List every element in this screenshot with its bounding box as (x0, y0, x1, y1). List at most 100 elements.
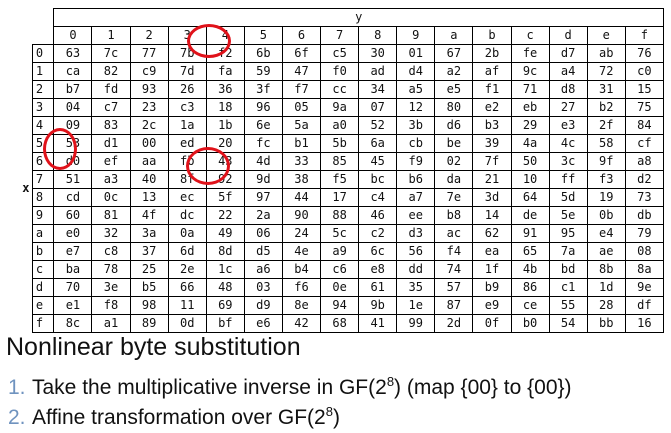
row-header: d (31, 278, 55, 297)
table-cell: 51 (53, 170, 93, 189)
table-cell: c8 (91, 242, 131, 261)
table-cell: 1b (205, 116, 245, 135)
table-cell: 6b (243, 44, 283, 63)
table-cell: 4c (548, 134, 588, 153)
table-cell: d2 (624, 170, 665, 189)
table-cell: be (434, 134, 474, 153)
table-cell: 67 (434, 44, 474, 63)
table-cell: 21 (472, 170, 512, 189)
table-cell: 0c (91, 188, 131, 207)
table-cell: e0 (53, 224, 93, 243)
table-cell: 14 (472, 206, 512, 225)
table-cell: 34 (358, 80, 398, 99)
table-cell: 1f (472, 260, 512, 279)
table-cell: 7e (434, 188, 474, 207)
table-cell: 97 (243, 188, 283, 207)
column-header: d (548, 26, 588, 45)
step-superscript: 8 (386, 374, 395, 389)
table-cell: 18 (205, 98, 245, 117)
table-cell: b6 (396, 170, 436, 189)
column-header: 8 (358, 26, 398, 45)
table-cell: 04 (53, 98, 93, 117)
table-cell: 35 (396, 278, 436, 297)
table-cell: ab (586, 44, 626, 63)
table-cell: ff (548, 170, 588, 189)
table-cell: ef (91, 152, 131, 171)
table-cell: fe (510, 44, 550, 63)
table-cell: d0 (53, 152, 93, 171)
table-cell: 05 (281, 98, 322, 117)
table-cell: 10 (510, 170, 550, 189)
table-cell: 03 (243, 278, 283, 297)
table-cell: 76 (624, 44, 665, 63)
table-cell: 7b (167, 44, 207, 63)
table-cell: a2 (434, 62, 474, 81)
table-cell: 3a (129, 224, 169, 243)
table-cell: 58 (586, 134, 626, 153)
table-cell: 7f (472, 152, 512, 171)
table-cell: 2f (586, 116, 626, 135)
table-cell: a5 (396, 80, 436, 99)
table-cell: b2 (586, 98, 626, 117)
table-cell: e6 (243, 314, 283, 333)
column-header: f (624, 26, 665, 45)
table-cell: a1 (91, 314, 131, 333)
table-cell: 2a (243, 206, 283, 225)
table-cell: 8b (586, 260, 626, 279)
table-cell: 77 (129, 44, 169, 63)
table-cell: e5 (434, 80, 474, 99)
table-cell: a7 (396, 188, 436, 207)
table-cell: 57 (434, 278, 474, 297)
table-corner (20, 27, 32, 45)
table-cell: 23 (129, 98, 169, 117)
column-header: 5 (243, 26, 283, 45)
table-cell: b8 (434, 206, 474, 225)
row-header: 3 (31, 98, 55, 117)
column-header: 7 (320, 26, 360, 45)
table-cell: 7a (548, 242, 588, 261)
table-cell: 24 (281, 224, 322, 243)
row-header: 7 (31, 170, 55, 189)
table-cell: 07 (358, 98, 398, 117)
table-cell: 4d (243, 152, 283, 171)
table-cell: 9c (510, 62, 550, 81)
column-header: b (472, 26, 512, 45)
step-item: 2. Affine transformation over GF(28) (8, 397, 572, 429)
table-cell: ca (53, 62, 93, 81)
table-cell: 54 (548, 314, 588, 333)
table-cell: bf (205, 314, 245, 333)
row-header: a (31, 224, 55, 243)
table-cell: 80 (434, 98, 474, 117)
column-header: 0 (53, 26, 93, 45)
table-cell: fc (243, 134, 283, 153)
table-cell: f0 (320, 62, 360, 81)
table-cell: 82 (91, 62, 131, 81)
sbox-table-container: y 0 1 2 3 4 5 6 7 8 9 a b c d e f x 0 63 7c 77 7b f2 6b 6f c5 30 01 6… (20, 8, 665, 333)
table-cell: ec (167, 188, 207, 207)
table-cell: 20 (205, 134, 245, 153)
table-cell: d8 (548, 80, 588, 99)
row-header: c (31, 260, 55, 279)
table-cell: 8f (167, 170, 207, 189)
table-cell: c9 (129, 62, 169, 81)
table-cell: e2 (472, 98, 512, 117)
table-cell: e4 (586, 224, 626, 243)
table-cell: e3 (548, 116, 588, 135)
table-cell: b7 (53, 80, 93, 99)
table-cell: f2 (205, 44, 245, 63)
column-header: 2 (129, 26, 169, 45)
table-cell: 45 (358, 152, 398, 171)
table-cell: 4b (510, 260, 550, 279)
table-cell: 0d (167, 314, 207, 333)
table-cell: 92 (205, 170, 245, 189)
table-cell: ee (396, 206, 436, 225)
table-cell: d9 (243, 296, 283, 315)
table-cell: c6 (320, 260, 360, 279)
table-cell: 56 (396, 242, 436, 261)
table-cell: 8d (205, 242, 245, 261)
table-cell: 2d (434, 314, 474, 333)
table-cell: 5f (205, 188, 245, 207)
table-cell: 1a (167, 116, 207, 135)
table-cell: 44 (281, 188, 322, 207)
table-cell: ae (586, 242, 626, 261)
